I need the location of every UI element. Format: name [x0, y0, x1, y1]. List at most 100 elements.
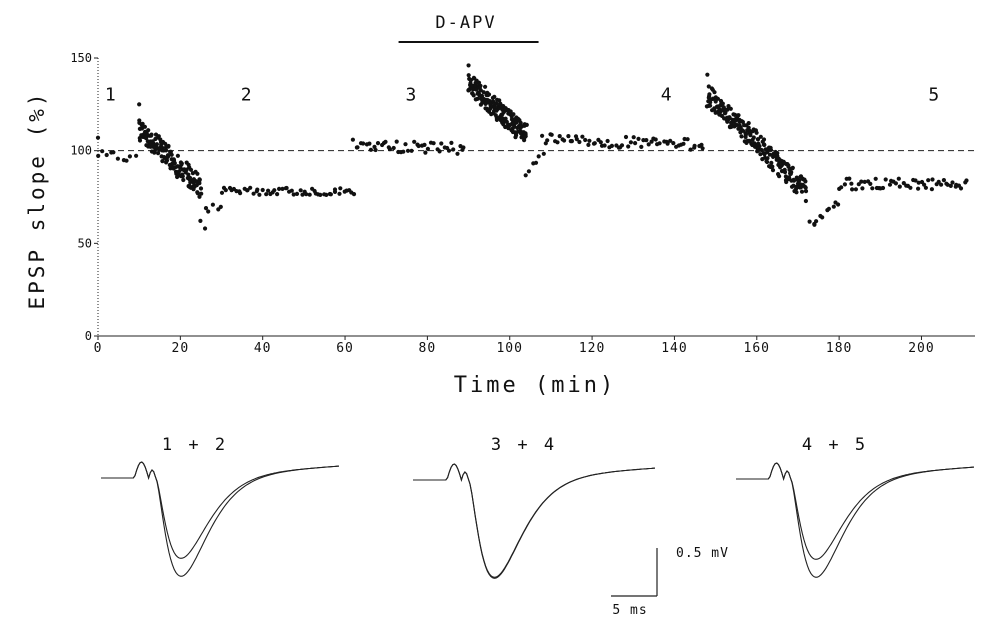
data-point	[783, 178, 789, 183]
x-tick-label: 20	[172, 341, 190, 356]
data-point	[516, 117, 521, 122]
data-point	[294, 191, 300, 196]
y-axis-label: EPSP slope (%)	[25, 90, 49, 309]
data-point	[896, 176, 901, 181]
x-axis-label: Time (min)	[454, 373, 616, 398]
data-point	[803, 198, 809, 204]
data-point	[461, 145, 466, 150]
data-point	[791, 178, 797, 183]
x-tick-label: 0	[94, 341, 103, 356]
data-point	[351, 192, 357, 197]
data-point	[770, 164, 775, 169]
scale-bar: 0.5 mV 5 ms	[611, 546, 728, 618]
data-point	[412, 139, 417, 144]
data-point	[746, 121, 751, 126]
trace-panel-2: 3 + 4	[413, 435, 656, 579]
data-point	[481, 90, 486, 95]
data-point	[922, 182, 927, 187]
data-point	[541, 151, 546, 156]
data-point	[264, 192, 269, 197]
data-point	[926, 178, 931, 183]
data-point	[524, 122, 529, 127]
data-point	[812, 222, 817, 227]
data-point	[304, 192, 309, 197]
epsp-trace	[413, 463, 656, 579]
segment-label: 5	[928, 85, 939, 106]
data-point	[545, 138, 550, 143]
data-point	[195, 171, 200, 176]
data-point	[549, 132, 554, 137]
data-point	[929, 187, 935, 192]
data-point	[862, 179, 867, 184]
data-point	[797, 178, 802, 183]
data-point	[849, 181, 854, 186]
data-point	[688, 147, 693, 152]
x-tick-label: 180	[826, 341, 852, 356]
data-point	[958, 186, 964, 191]
data-point	[700, 146, 705, 151]
data-point	[964, 178, 969, 183]
scale-bar-time-label: 5 ms	[612, 603, 647, 618]
data-point	[277, 186, 282, 191]
x-tick-label: 140	[661, 341, 687, 356]
data-point	[782, 170, 788, 175]
trace-panel-title: 1 + 2	[162, 435, 228, 455]
data-point	[518, 120, 523, 125]
y-tick-label: 0	[85, 329, 92, 343]
data-point	[350, 137, 355, 142]
data-point	[284, 185, 289, 191]
data-point	[280, 186, 285, 191]
data-point	[169, 152, 174, 157]
data-point	[913, 178, 918, 183]
data-point	[324, 192, 329, 197]
data-point	[466, 63, 471, 68]
data-point	[401, 149, 406, 154]
data-point	[836, 202, 841, 207]
x-tick-label: 200	[908, 341, 934, 356]
data-point	[715, 96, 721, 101]
y-tick-label: 150	[70, 51, 92, 65]
drug-label: D-APV	[435, 13, 496, 33]
data-point	[936, 179, 941, 184]
data-point	[562, 138, 567, 143]
data-point	[248, 185, 253, 190]
data-point	[626, 144, 631, 149]
data-point	[160, 159, 165, 164]
trace-group	[413, 463, 656, 579]
trace-panel-title: 4 + 5	[802, 435, 868, 455]
data-point	[536, 154, 541, 159]
data-point	[367, 141, 372, 146]
segment-label: 3	[405, 85, 416, 106]
data-point	[761, 137, 767, 142]
epsp-trace	[101, 461, 340, 559]
segment-label: 2	[241, 85, 252, 106]
data-point	[318, 192, 323, 197]
data-point	[682, 136, 687, 142]
data-point	[533, 160, 539, 165]
x-tick-label: 120	[579, 341, 605, 356]
data-point	[786, 163, 791, 168]
data-point	[712, 90, 717, 95]
x-tick-label: 40	[254, 341, 272, 356]
data-point	[332, 189, 338, 194]
data-point	[856, 182, 861, 187]
data-point	[272, 188, 277, 193]
data-point	[210, 202, 215, 207]
data-point	[223, 188, 228, 193]
main-axes	[97, 58, 975, 337]
data-point	[646, 142, 651, 147]
data-point	[820, 215, 825, 220]
data-point	[431, 141, 436, 146]
data-point	[486, 92, 492, 97]
data-point	[950, 180, 955, 185]
data-point	[391, 145, 396, 151]
data-point	[409, 148, 414, 153]
data-point	[437, 149, 442, 154]
data-point	[916, 180, 921, 185]
data-point	[775, 151, 780, 156]
data-point	[154, 142, 159, 147]
data-point	[883, 177, 888, 182]
data-point	[636, 136, 641, 141]
data-point	[526, 169, 532, 174]
